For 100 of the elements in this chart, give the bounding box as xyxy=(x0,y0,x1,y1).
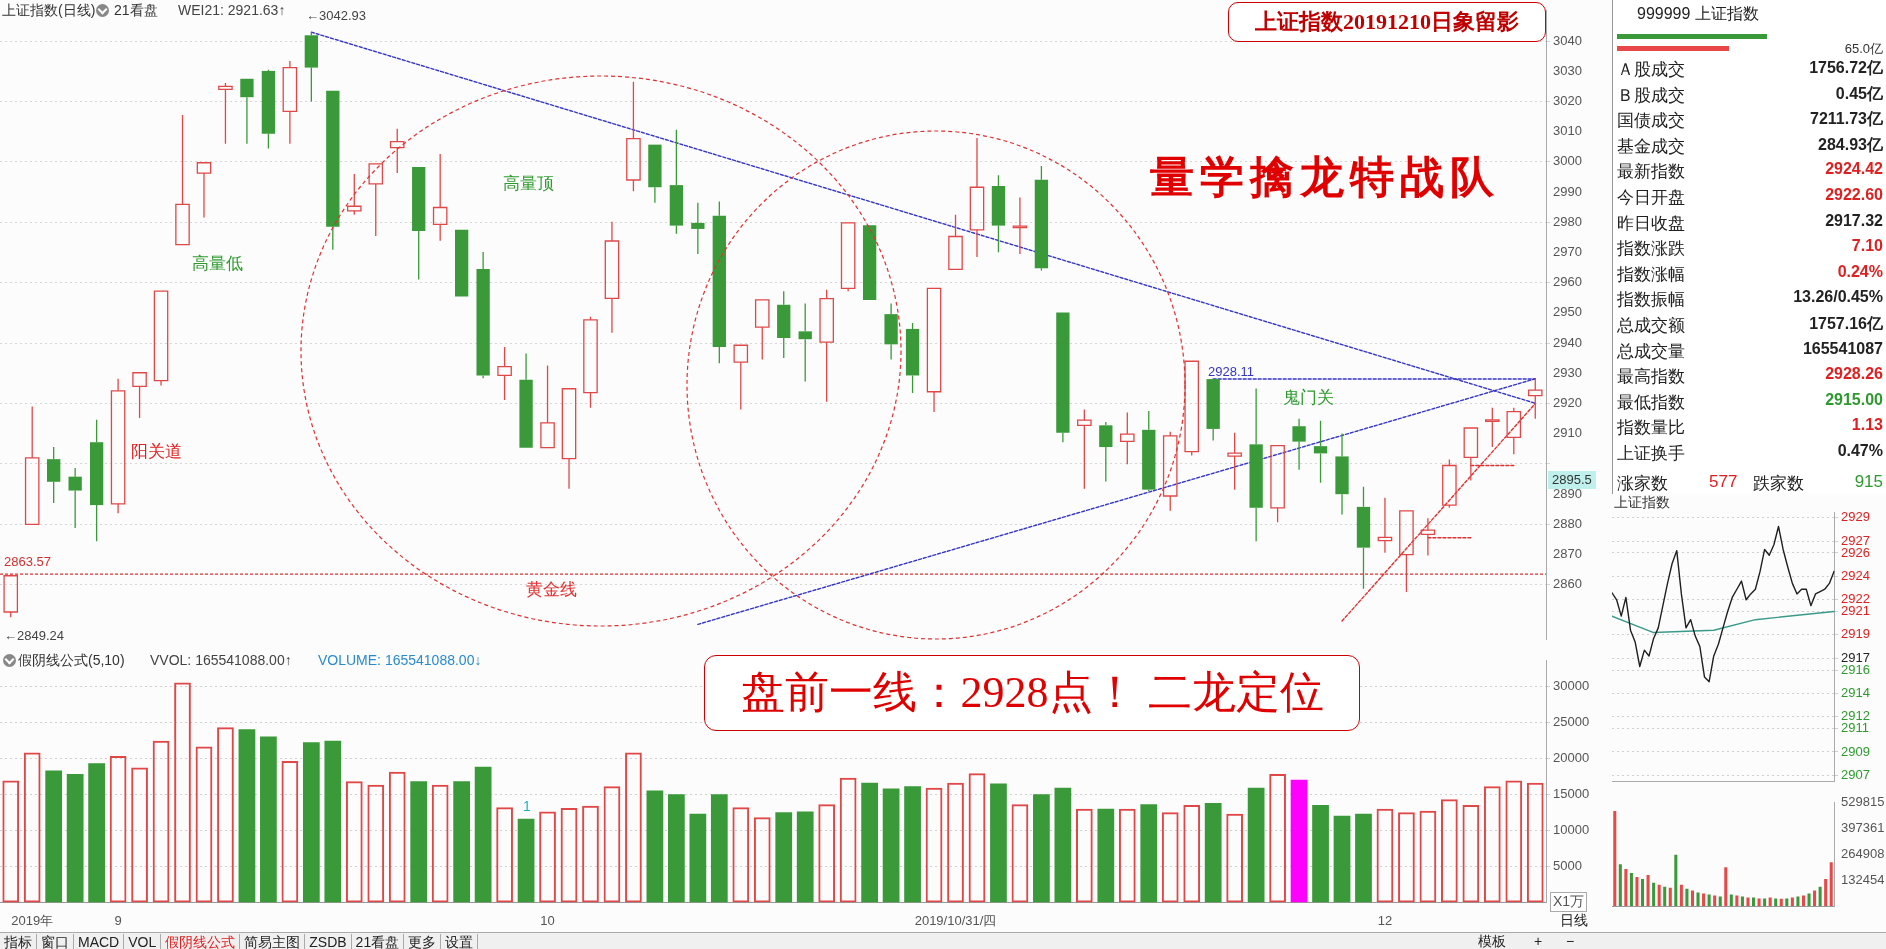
text: 2924.42 xyxy=(1825,160,1883,179)
x-tick-label: 2019年 xyxy=(11,912,54,928)
y-tick-label: 264908 xyxy=(1841,846,1885,862)
y-tick-label: 2860 xyxy=(1553,576,1582,592)
text: 基金成交 xyxy=(1617,135,1685,158)
text: 设置 xyxy=(441,934,479,949)
text: 165541087 xyxy=(1802,339,1883,358)
text: 跌家数 xyxy=(1753,472,1804,495)
y-tick-label: 2919 xyxy=(1841,626,1870,642)
annotation: 高量低 xyxy=(192,253,243,275)
annotation: ←2849.24 xyxy=(4,628,64,643)
text: 总成交额 xyxy=(1617,315,1685,337)
y-tick-label: 2960 xyxy=(1553,274,1582,290)
text: 指数涨幅 xyxy=(1617,263,1685,286)
text: 1757.16亿 xyxy=(1809,314,1883,334)
y-tick-label: 2930 xyxy=(1553,364,1582,380)
y-tick-label: 20000 xyxy=(1553,749,1590,765)
text: 日线 xyxy=(1560,912,1588,928)
x-tick-label: 9 xyxy=(114,912,122,928)
annotation: 2863.57 xyxy=(4,554,51,569)
x-tick-label: 12 xyxy=(1377,912,1393,928)
text: 昨日收盘 xyxy=(1617,212,1685,235)
chart-title: 上证指数(日线) xyxy=(2,2,96,20)
annotation: 21看盘 xyxy=(114,2,158,20)
text: 0.47% xyxy=(1837,442,1883,460)
y-tick-label: 2980 xyxy=(1553,213,1582,229)
text: 2922.60 xyxy=(1825,186,1883,204)
text: 999999 上证指数 xyxy=(1637,4,1759,24)
annotation: 盘前一线：2928点！ 二龙定位 xyxy=(704,655,1360,731)
annotation: VOLUME: 165541088.00↓ xyxy=(318,652,482,668)
text: 13.26/0.45% xyxy=(1793,288,1883,307)
text: 国债成交 xyxy=(1617,110,1685,133)
annotation: 1 xyxy=(523,798,531,814)
y-tick-label: 2880 xyxy=(1553,515,1582,531)
text: Ｂ股成交 xyxy=(1617,84,1685,107)
text: 2895.5 xyxy=(1548,471,1596,489)
y-tick-label: 2929 xyxy=(1841,509,1870,525)
annotation: VVOL: 165541088.00↑ xyxy=(150,652,292,668)
x-tick-label: 2019/10/31/四 xyxy=(914,912,997,928)
text: 最新指数 xyxy=(1617,161,1685,184)
text: 涨家数 xyxy=(1617,472,1668,495)
y-tick-label: 15000 xyxy=(1553,785,1590,801)
text: 7.10 xyxy=(1851,237,1883,256)
text: VOL xyxy=(124,934,162,949)
text: 65.0亿 xyxy=(1844,40,1883,58)
x-tick-label: 10 xyxy=(540,912,555,928)
text: 最低指数 xyxy=(1617,391,1685,414)
annotation: 高量顶 xyxy=(503,173,554,195)
text: 窗口 xyxy=(37,934,74,949)
y-tick-label: 132454 xyxy=(1841,871,1885,887)
annotation: WEI21: 2921.63↑ xyxy=(178,2,286,18)
text: 今日开盘 xyxy=(1617,187,1685,209)
y-tick-label: 2940 xyxy=(1553,334,1582,350)
y-tick-label: 10000 xyxy=(1553,821,1590,837)
y-tick-label: 25000 xyxy=(1553,713,1590,729)
y-tick-label: 2924 xyxy=(1841,567,1870,583)
y-tick-label: 2909 xyxy=(1841,743,1870,759)
y-tick-label: 3040 xyxy=(1553,32,1582,48)
y-tick-label: 3000 xyxy=(1553,153,1582,169)
text: 上证换手 xyxy=(1617,443,1685,465)
y-tick-label: 529815 xyxy=(1841,794,1885,810)
text: 21看盘 xyxy=(351,934,405,949)
text: 2917.32 xyxy=(1825,211,1883,230)
text: 简易主图 xyxy=(240,934,306,949)
y-tick-label: 2950 xyxy=(1553,304,1582,320)
y-tick-label: 30000 xyxy=(1553,677,1590,693)
text: 0.24% xyxy=(1837,262,1883,281)
text: 1.13 xyxy=(1851,416,1883,435)
text: 指数涨跌 xyxy=(1617,238,1685,261)
annotation: 上证指数20191210日象留影 xyxy=(1228,2,1546,42)
text: 最高指数 xyxy=(1617,366,1685,389)
text: 577 xyxy=(1709,471,1738,492)
text: 915 xyxy=(1854,471,1883,492)
text: 2915.00 xyxy=(1825,390,1883,409)
ref-line-label: 黄金线 xyxy=(525,580,577,600)
y-tick-label: 397361 xyxy=(1841,820,1885,836)
y-tick-label: 3020 xyxy=(1553,93,1582,109)
y-tick-label: 3010 xyxy=(1553,123,1582,139)
annotation: 量学擒龙特战队 xyxy=(1150,152,1500,204)
text: Ａ股成交 xyxy=(1617,59,1685,81)
text: 指数量比 xyxy=(1617,417,1685,440)
text: 284.93亿 xyxy=(1818,134,1883,155)
text: 指标 xyxy=(0,934,37,949)
text: 更多 xyxy=(404,934,442,949)
text: X1万 xyxy=(1550,892,1588,912)
y-tick-label: 2870 xyxy=(1553,546,1582,562)
text: 总成交量 xyxy=(1617,340,1685,363)
annotation: ←3042.93 xyxy=(306,8,366,23)
text: 7211.73亿 xyxy=(1810,109,1883,130)
y-tick-label: 2920 xyxy=(1553,395,1582,411)
text: 假阴线公式 xyxy=(161,934,241,949)
y-tick-label: 2990 xyxy=(1553,183,1582,199)
text: + xyxy=(1534,933,1543,949)
chart-title: 上证指数 xyxy=(1614,494,1670,512)
text: MACD xyxy=(74,934,125,949)
annotation: 阳关道 xyxy=(131,441,182,463)
y-tick-label: 2914 xyxy=(1841,685,1870,700)
text: 2928.26 xyxy=(1825,365,1883,384)
chart-title: 假阴线公式(5,10) xyxy=(18,652,125,670)
y-tick-label: 3030 xyxy=(1553,62,1582,78)
